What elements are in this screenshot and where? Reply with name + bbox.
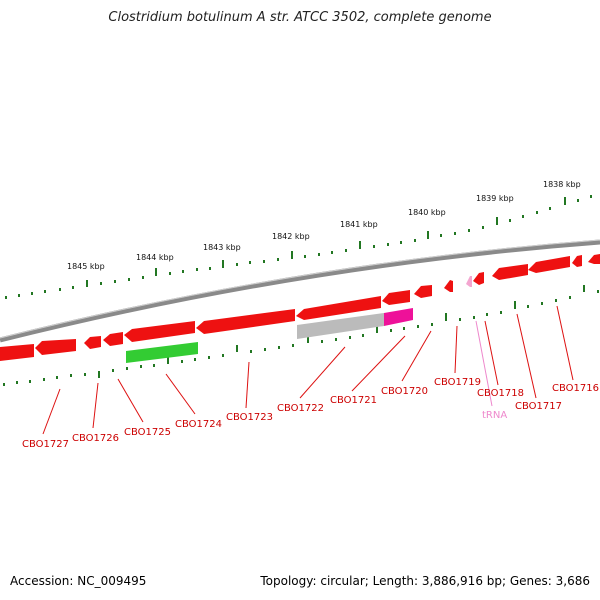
genome-backbone (0, 239, 600, 343)
gene-arrow (444, 280, 453, 292)
trna-leader (475, 320, 493, 407)
gene-label: CBO1721 (330, 395, 377, 406)
gene-arrow (473, 272, 484, 285)
trna-arrow (466, 276, 472, 287)
lower-tick-ring (3, 285, 599, 386)
gene-arrow (35, 339, 76, 355)
gene-label: CBO1722 (277, 403, 324, 414)
gene-label: CBO1726 (72, 433, 119, 444)
kbp-label: 1841 kbp (340, 220, 378, 229)
gene-arrow (492, 264, 528, 280)
genome-backbone-highlight (0, 239, 600, 339)
gene-label: CBO1716 (552, 383, 599, 394)
kbp-label: 1845 kbp (67, 262, 105, 271)
gene-label: CBO1723 (226, 412, 273, 423)
gene-label: CBO1718 (477, 388, 524, 399)
gene-label: CBO1720 (381, 386, 428, 397)
kbp-label: 1839 kbp (476, 194, 514, 203)
gene-label: CBO1724 (175, 419, 222, 430)
kbp-label: 1840 kbp (408, 208, 446, 217)
upper-tick-ring (5, 195, 592, 299)
gene-label: CBO1725 (124, 427, 171, 438)
gene-arrow (414, 285, 432, 298)
kbp-label: 1842 kbp (272, 232, 310, 241)
gene-arrow (588, 254, 600, 264)
gene-arrow (103, 332, 123, 346)
kbp-label: 1838 kbp (543, 180, 581, 189)
label-leaders (42, 305, 574, 435)
kbp-label: 1844 kbp (136, 253, 174, 262)
gene-arrow (84, 336, 101, 349)
gene-arrow (572, 255, 582, 267)
kbp-labels: 1845 kbp 1844 kbp 1843 kbp 1842 kbp 1841… (67, 180, 581, 271)
accession-label: Accession: NC_009495 (10, 574, 147, 588)
gene-arrow (296, 296, 381, 320)
map-title: Clostridium botulinum A str. ATCC 3502, … (108, 10, 492, 25)
pseudo-feature (297, 313, 384, 339)
gene-features (0, 254, 600, 363)
gene-arrow (528, 256, 570, 273)
kbp-label: 1843 kbp (203, 243, 241, 252)
genome-stats: Topology: circular; Length: 3,886,916 bp… (260, 574, 590, 588)
highlighted-gene (126, 342, 198, 363)
gene-arrow (0, 344, 34, 361)
gene-labels: CBO1727 CBO1726 CBO1725 CBO1724 CBO1723 … (22, 377, 599, 450)
gene-label: CBO1727 (22, 439, 69, 450)
gene-arrow (124, 321, 195, 342)
gene-arrow (382, 290, 410, 305)
gene-label: CBO1719 (434, 377, 481, 388)
trna-label: tRNA (482, 410, 507, 421)
rna-feature (384, 308, 413, 326)
gene-arrow (196, 309, 295, 334)
gene-label: CBO1717 (515, 401, 562, 412)
